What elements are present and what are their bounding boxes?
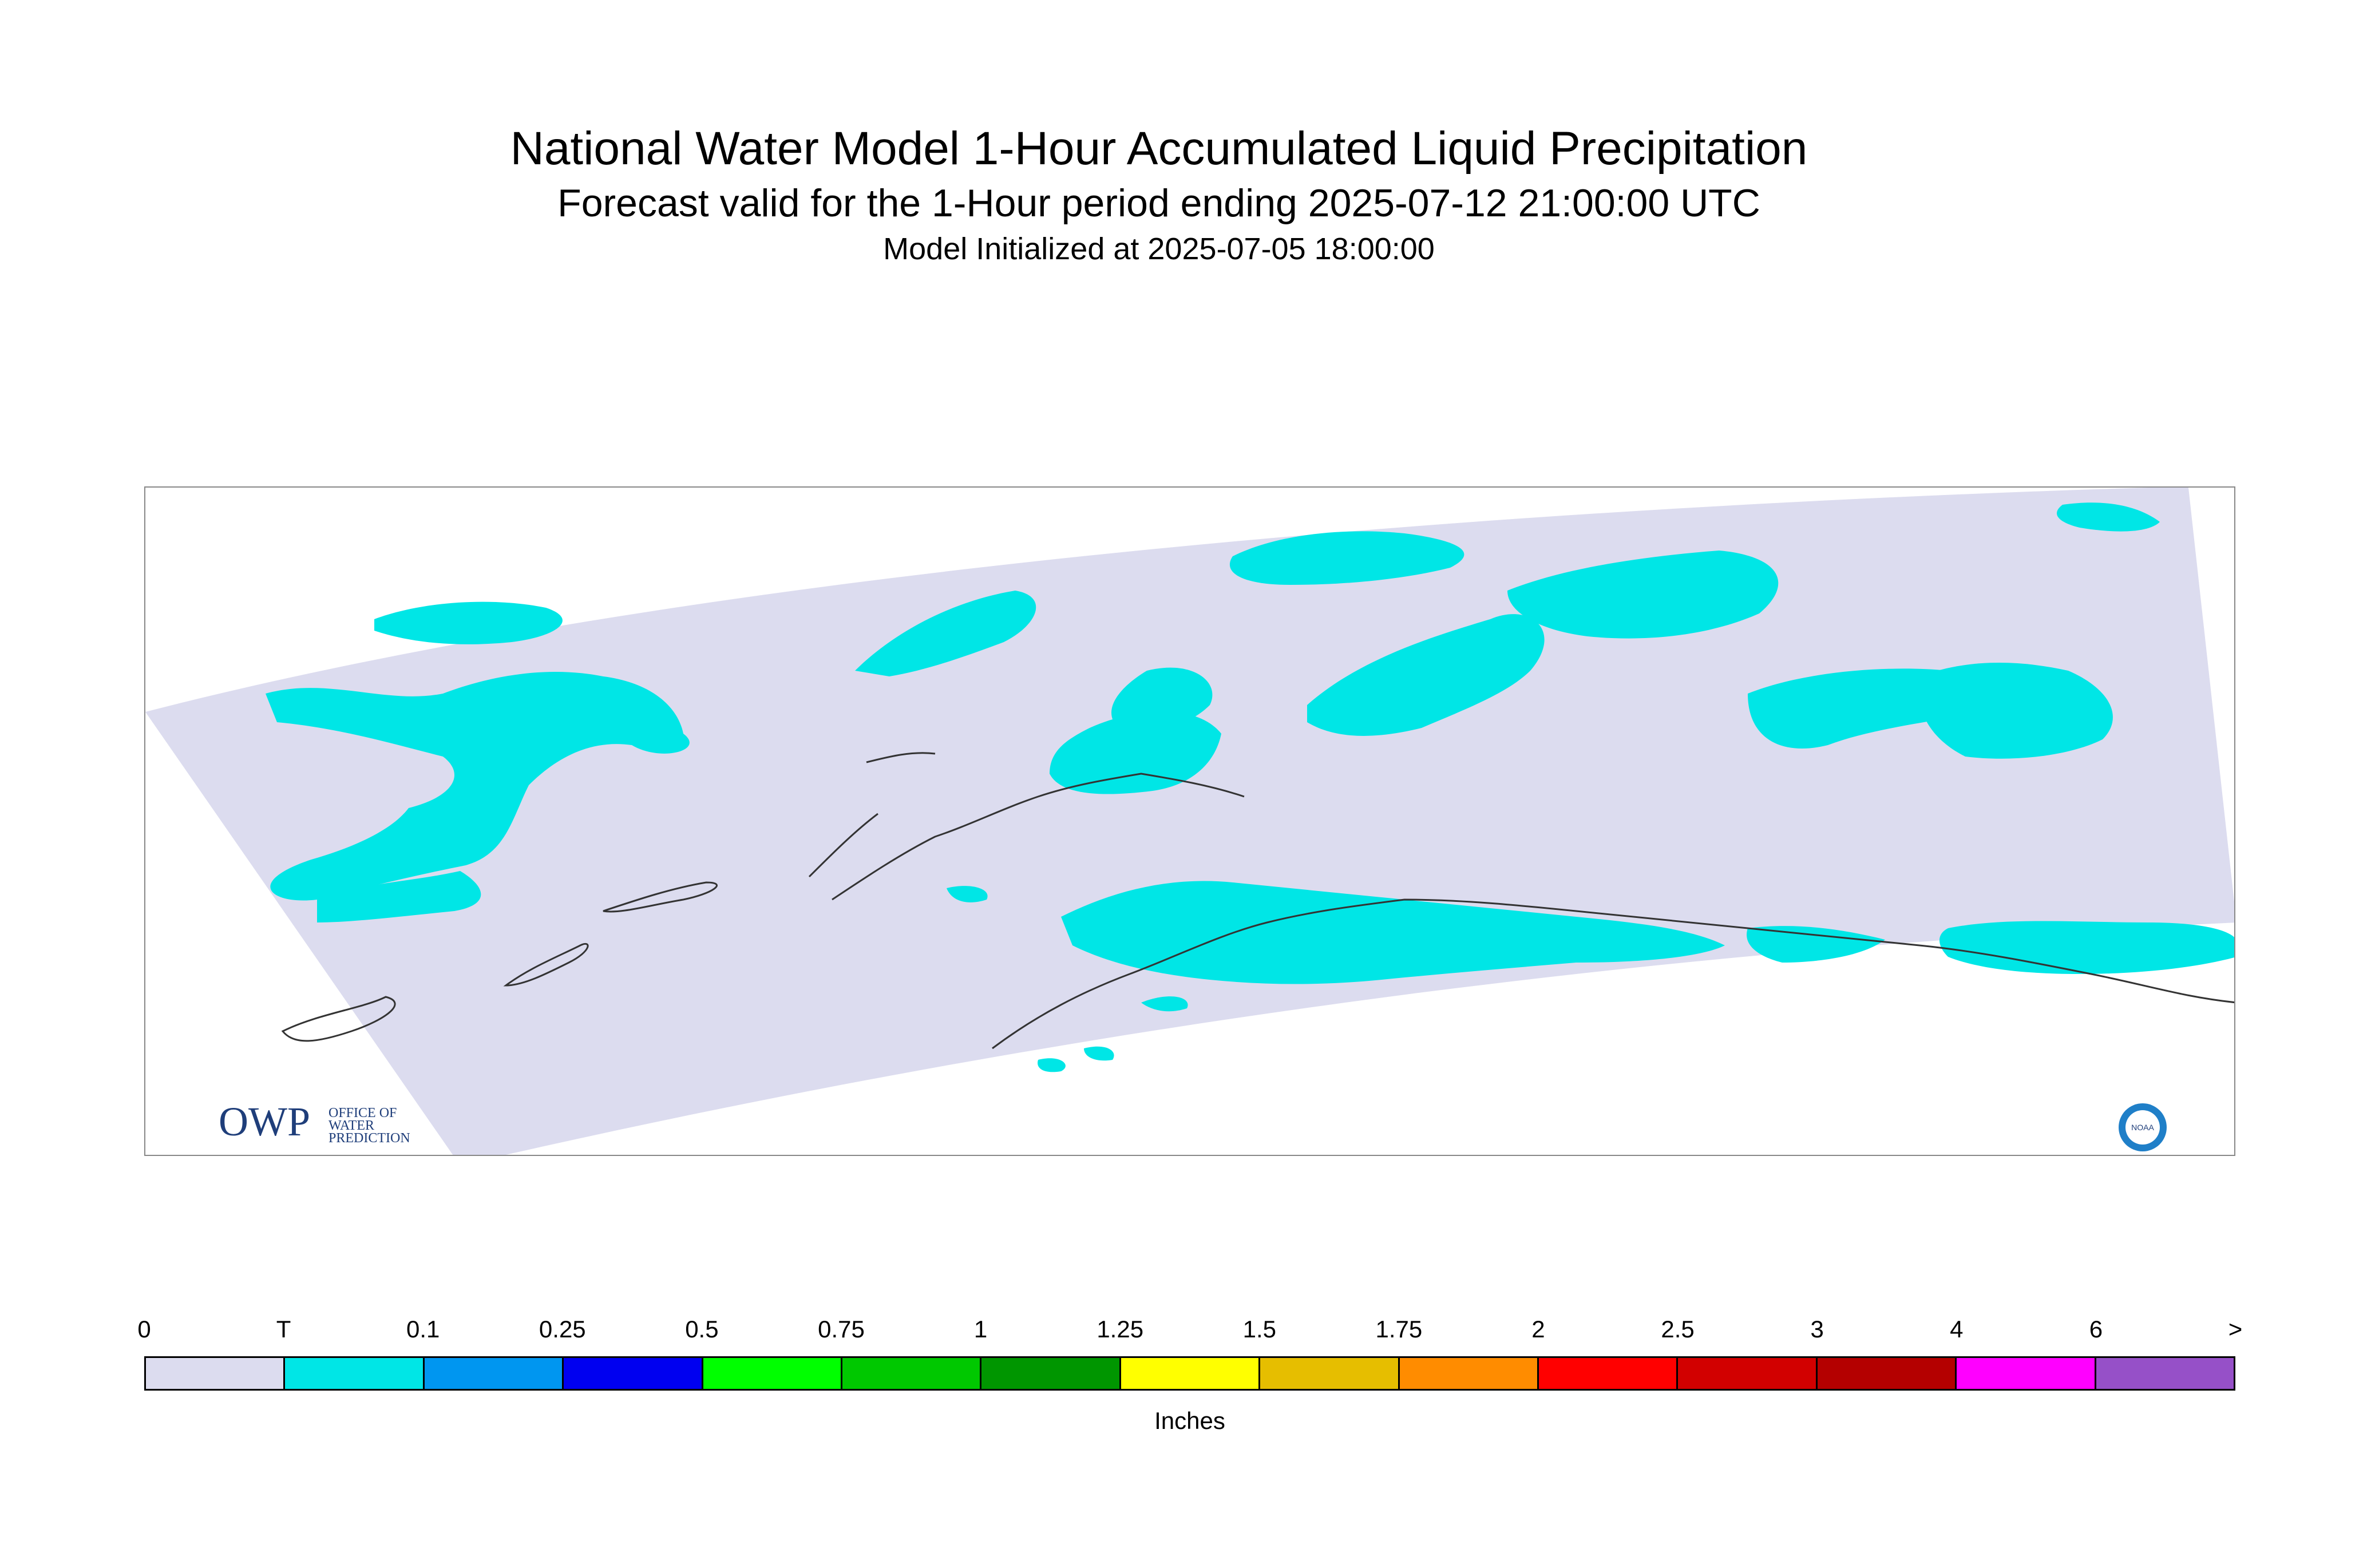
precip-area-southeast-small [1747, 926, 1885, 963]
colorbar-units: Inches [1154, 1407, 1225, 1434]
precip-area-small-4 [1084, 1046, 1114, 1061]
colorbar-swatch [424, 1358, 564, 1389]
coastlines [281, 752, 2234, 1050]
precip-area-far-east [1918, 663, 2113, 759]
colorbar-label: 0.25 [539, 1316, 586, 1343]
colorbar-swatch [1957, 1358, 2096, 1389]
precipitation-areas [266, 502, 2234, 1072]
colorbar-label: 1.5 [1242, 1316, 1276, 1343]
precip-area-north-central [855, 591, 1036, 676]
precip-area-southeast [1939, 921, 2234, 974]
colorbar [144, 1356, 2235, 1391]
colorbar-swatch [1678, 1358, 1818, 1389]
precip-area-center-east [1307, 614, 1545, 736]
noaa-logo-text: NOAA [2131, 1123, 2154, 1132]
precip-area-west [266, 671, 690, 901]
colorbar-swatch [1121, 1358, 1261, 1389]
colorbar-label: 1.75 [1375, 1316, 1423, 1343]
colorbar-swatch [1817, 1358, 1957, 1389]
coastline-cook-inlet [808, 813, 878, 878]
colorbar-label: 4 [1950, 1316, 1964, 1343]
precip-area-southwest [317, 871, 481, 922]
precip-area-northeast [1507, 551, 1779, 639]
colorbar-label: 0.5 [685, 1316, 719, 1343]
precip-area-central [1050, 711, 1221, 794]
colorbar-label: 0.1 [406, 1316, 440, 1343]
colorbar-swatch [146, 1358, 286, 1389]
coastline-north [866, 752, 936, 763]
noaa-logo-inner [2125, 1110, 2160, 1145]
precip-area-top-right [2057, 502, 2160, 532]
colorbar-swatch [842, 1358, 982, 1389]
precip-area-north [1229, 531, 1464, 585]
coastline-central [832, 773, 1245, 901]
colorbar-label: 2 [1531, 1316, 1545, 1343]
title-block: National Water Model 1-Hour Accumulated … [0, 120, 2318, 269]
model-domain [145, 488, 2234, 1155]
map-subtitle: Forecast valid for the 1-Hour period end… [557, 181, 1760, 225]
owp-logo-line2: WATER [328, 1118, 374, 1133]
owp-logo: OWP OFFICE OF WATER PREDICTION [219, 1099, 410, 1146]
colorbar-label: 0 [137, 1316, 151, 1343]
coastline-island-3 [603, 881, 718, 913]
owp-logo-line3: PREDICTION [328, 1131, 410, 1146]
colorbar-label: 1 [973, 1316, 988, 1343]
coastline-island-2 [503, 943, 589, 987]
colorbar-swatch [1399, 1358, 1539, 1389]
colorbar-labels: 0 T 0.1 0.25 0.5 0.75 1 1.25 1.5 1.75 2 2.5 3 4 6 > [137, 1313, 2242, 1348]
precip-area-small-3 [1038, 1058, 1066, 1072]
colorbar-swatch [2096, 1358, 2234, 1389]
owp-logo-line1: OFFICE OF [328, 1106, 397, 1120]
precip-area-small-1 [947, 886, 988, 902]
colorbar-label: T [276, 1316, 291, 1343]
precip-area-small-2 [1141, 996, 1188, 1012]
colorbar-swatch [564, 1358, 703, 1389]
precip-area-north-west [374, 601, 563, 644]
coastline-south [992, 898, 2234, 1050]
colorbar-swatch [703, 1358, 843, 1389]
colorbar-swatch [285, 1358, 425, 1389]
colorbar-swatch [1539, 1358, 1679, 1389]
colorbar-label: 3 [1810, 1316, 1824, 1343]
init-time-line: Model Initialized at 2025-07-05 18:00:00 [883, 232, 1435, 266]
colorbar-label: 1.25 [1097, 1316, 1144, 1343]
colorbar-label: 0.75 [818, 1316, 865, 1343]
colorbar-label: > [2228, 1316, 2243, 1343]
map-canvas: OWP OFFICE OF WATER PREDICTION NOAA [145, 488, 2234, 1155]
precip-area-south-coast [1061, 881, 1725, 984]
colorbar-label: 6 [2089, 1316, 2103, 1343]
coastline-island-1 [281, 996, 396, 1042]
map-title: National Water Model 1-Hour Accumulated … [510, 122, 1808, 175]
colorbar-swatch [1260, 1358, 1400, 1389]
colorbar-label: 2.5 [1661, 1316, 1695, 1343]
noaa-logo: NOAA [2119, 1103, 2167, 1151]
colorbar-swatch [981, 1358, 1121, 1389]
owp-logo-mark: OWP [219, 1099, 310, 1145]
map-panel: OWP OFFICE OF WATER PREDICTION NOAA [144, 486, 2235, 1156]
